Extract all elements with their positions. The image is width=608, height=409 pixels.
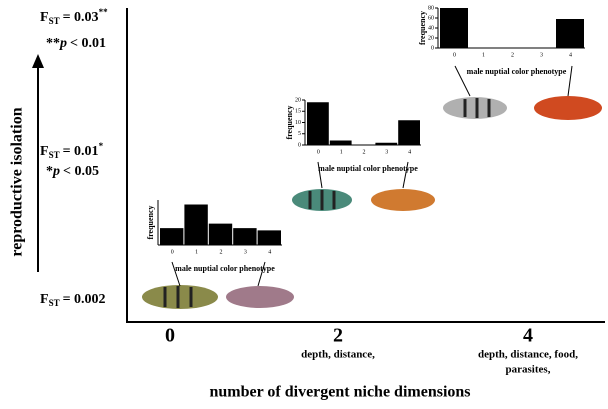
x-category-description: parasites, (506, 364, 551, 376)
fst-subscript: ST (49, 298, 60, 308)
hist-bar (556, 19, 584, 48)
x-axis-label: number of divergent niche dimensions (209, 384, 470, 401)
fst-superscript: * (99, 141, 104, 151)
hist-bar (208, 223, 233, 245)
fst-value: = 0.01 (63, 144, 99, 159)
hist-y-tick-label: 10 (295, 120, 301, 126)
fst-superscript: ** (99, 7, 109, 17)
hist-bar (233, 228, 257, 245)
p-value: < 0.05 (63, 164, 99, 179)
hist-x-tick-label: 0 (171, 249, 174, 255)
hist-x-tick-label: 4 (408, 149, 411, 155)
hist-x-tick-label: 3 (540, 52, 543, 58)
x-tick-label: 4 (523, 325, 533, 347)
hist-x-tick-label: 3 (385, 149, 388, 155)
hist-y-tick-label: 5 (298, 131, 301, 137)
fst-label: FST = 0.01* (40, 141, 104, 160)
fst-label: FST = 0.002 (40, 292, 106, 308)
hist-y-tick-label: 80 (428, 5, 434, 11)
hist-y-tick-label: 20 (295, 97, 301, 103)
fst-subscript: ST (49, 150, 60, 160)
hist-y-tick-label: 20 (428, 35, 434, 41)
hist-x-tick-label: 3 (244, 249, 247, 255)
hist-y-label: frequency (146, 205, 155, 239)
hist-bar (307, 102, 329, 145)
p-prefix: * (46, 164, 53, 179)
p-prefix: ** (46, 36, 60, 51)
x-tick-label: 0 (165, 325, 175, 347)
p-value-label: *p < 0.05 (46, 164, 99, 179)
fst-subscript: ST (49, 16, 60, 26)
fst-label: FST = 0.03** (40, 7, 108, 26)
hist-y-tick-label: 0 (431, 45, 434, 51)
hist-y-tick-label: 40 (428, 25, 434, 31)
fst-symbol: F (40, 10, 49, 25)
hist-y-label: frequency (418, 11, 427, 45)
hist-y-label: frequency (285, 105, 294, 139)
hist-x-label: male nuptial color phenotype (318, 164, 418, 173)
hist-bar (329, 140, 352, 145)
hist-y-tick-label: 0 (298, 142, 301, 148)
p-symbol: p (52, 164, 60, 179)
hist-x-label: male nuptial color phenotype (467, 67, 567, 76)
hist-bar (440, 8, 468, 48)
fst-symbol: F (40, 292, 49, 307)
hist-x-label: male nuptial color phenotype (175, 264, 275, 273)
x-category-description: depth, distance, (301, 349, 375, 361)
p-symbol: p (59, 36, 67, 51)
hist-x-tick-label: 0 (317, 149, 320, 155)
hist-x-tick-label: 2 (363, 149, 366, 155)
hist-x-tick-label: 4 (268, 249, 271, 255)
hist-bar (375, 142, 398, 145)
pointer-lines (171, 65, 573, 287)
hist-x-tick-label: 2 (511, 52, 514, 58)
hist-x-tick-label: 1 (482, 52, 485, 58)
hist-x-tick-label: 1 (340, 149, 343, 155)
x-category-description: depth, distance, food, (478, 349, 578, 361)
hist-x-tick-label: 1 (195, 249, 198, 255)
fst-value: = 0.002 (63, 292, 106, 307)
hist-bar (257, 230, 281, 245)
fst-symbol: F (40, 144, 49, 159)
hist-y-tick-label: 15 (295, 109, 301, 115)
p-value-label: **p < 0.01 (46, 36, 106, 51)
hist-bar (398, 120, 420, 145)
hist-bar (184, 204, 208, 245)
arrow-head (32, 54, 44, 68)
hist-x-tick-label: 4 (569, 52, 572, 58)
hist-bar (160, 228, 184, 245)
y-axis-label: reproductive isolation (9, 107, 26, 256)
p-value: < 0.01 (70, 36, 106, 51)
x-tick-label: 2 (333, 325, 343, 347)
hist-y-tick-label: 60 (428, 15, 434, 21)
hist-x-tick-label: 0 (453, 52, 456, 58)
fish-illustrations (142, 96, 602, 309)
fst-value: = 0.03 (63, 10, 99, 25)
hist-x-tick-label: 2 (220, 249, 223, 255)
